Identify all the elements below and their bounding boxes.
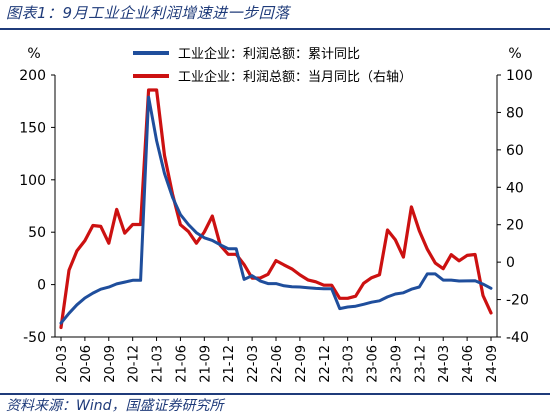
left-tick-label: -50	[23, 330, 46, 346]
left-tick-label: 0	[37, 278, 46, 294]
figure-title: 图表1：9月工业企业利润增速进一步回落	[6, 4, 290, 22]
x-tick-label: 20-09	[103, 345, 118, 383]
x-tick-label: 21-03	[151, 345, 166, 383]
x-tick-label: 20-06	[79, 345, 94, 383]
left-axis-ticks: 200 150 100 50 0 -50	[19, 68, 55, 346]
right-tick-label: 100	[506, 68, 533, 84]
left-axis-unit: %	[27, 46, 40, 62]
legend-label: 工业企业：利润总额：累计同比	[178, 46, 360, 62]
right-tick-label: 0	[506, 255, 515, 271]
right-tick-label: 20	[506, 218, 524, 234]
x-tick-label: 24-09	[485, 345, 500, 383]
x-tick-label: 24-06	[461, 345, 476, 383]
series-lines	[59, 88, 493, 330]
series-line-cumulative-yoy	[59, 95, 493, 325]
x-tick-label: 22-12	[318, 345, 333, 383]
x-tick-label: 21-09	[198, 345, 213, 383]
title-rule	[0, 28, 550, 30]
source-rule	[0, 393, 550, 395]
series-line-monthly-yoy	[59, 88, 493, 330]
x-tick-label: 23-06	[366, 345, 381, 383]
figure-source: 资料来源：Wind，国盛证券研究所	[6, 398, 224, 414]
x-tick-label: 21-12	[222, 345, 237, 383]
right-tick-label: 60	[506, 143, 524, 159]
left-tick-label: 50	[28, 225, 46, 241]
x-tick-label: 22-03	[246, 345, 261, 383]
right-axis-ticks: 100 80 60 40 20 0 -20 -40	[497, 68, 533, 346]
chart-axes	[54, 75, 498, 338]
x-tick-label: 20-12	[127, 345, 142, 383]
right-axis-unit: %	[508, 46, 521, 62]
legend-label: 工业企业：利润总额：当月同比（右轴）	[178, 69, 412, 85]
right-tick-label: -40	[506, 330, 529, 346]
x-tick-label: 22-09	[294, 345, 309, 383]
x-axis-ticks: 20-03 20-06 20-09 20-12 21-03 21-06 21-09 21-12…	[55, 337, 500, 383]
left-tick-label: 100	[19, 173, 46, 189]
right-tick-label: 80	[506, 105, 524, 121]
right-tick-label: 40	[506, 180, 524, 196]
right-tick-label: -20	[506, 293, 529, 309]
x-tick-label: 20-03	[55, 345, 70, 383]
left-tick-label: 150	[19, 120, 46, 136]
x-tick-label: 24-03	[437, 345, 452, 383]
x-tick-label: 23-09	[389, 345, 404, 383]
left-tick-label: 200	[19, 68, 46, 84]
x-tick-label: 23-03	[342, 345, 357, 383]
x-tick-label: 21-06	[174, 345, 189, 383]
x-tick-label: 22-06	[270, 345, 285, 383]
x-tick-label: 23-12	[413, 345, 428, 383]
